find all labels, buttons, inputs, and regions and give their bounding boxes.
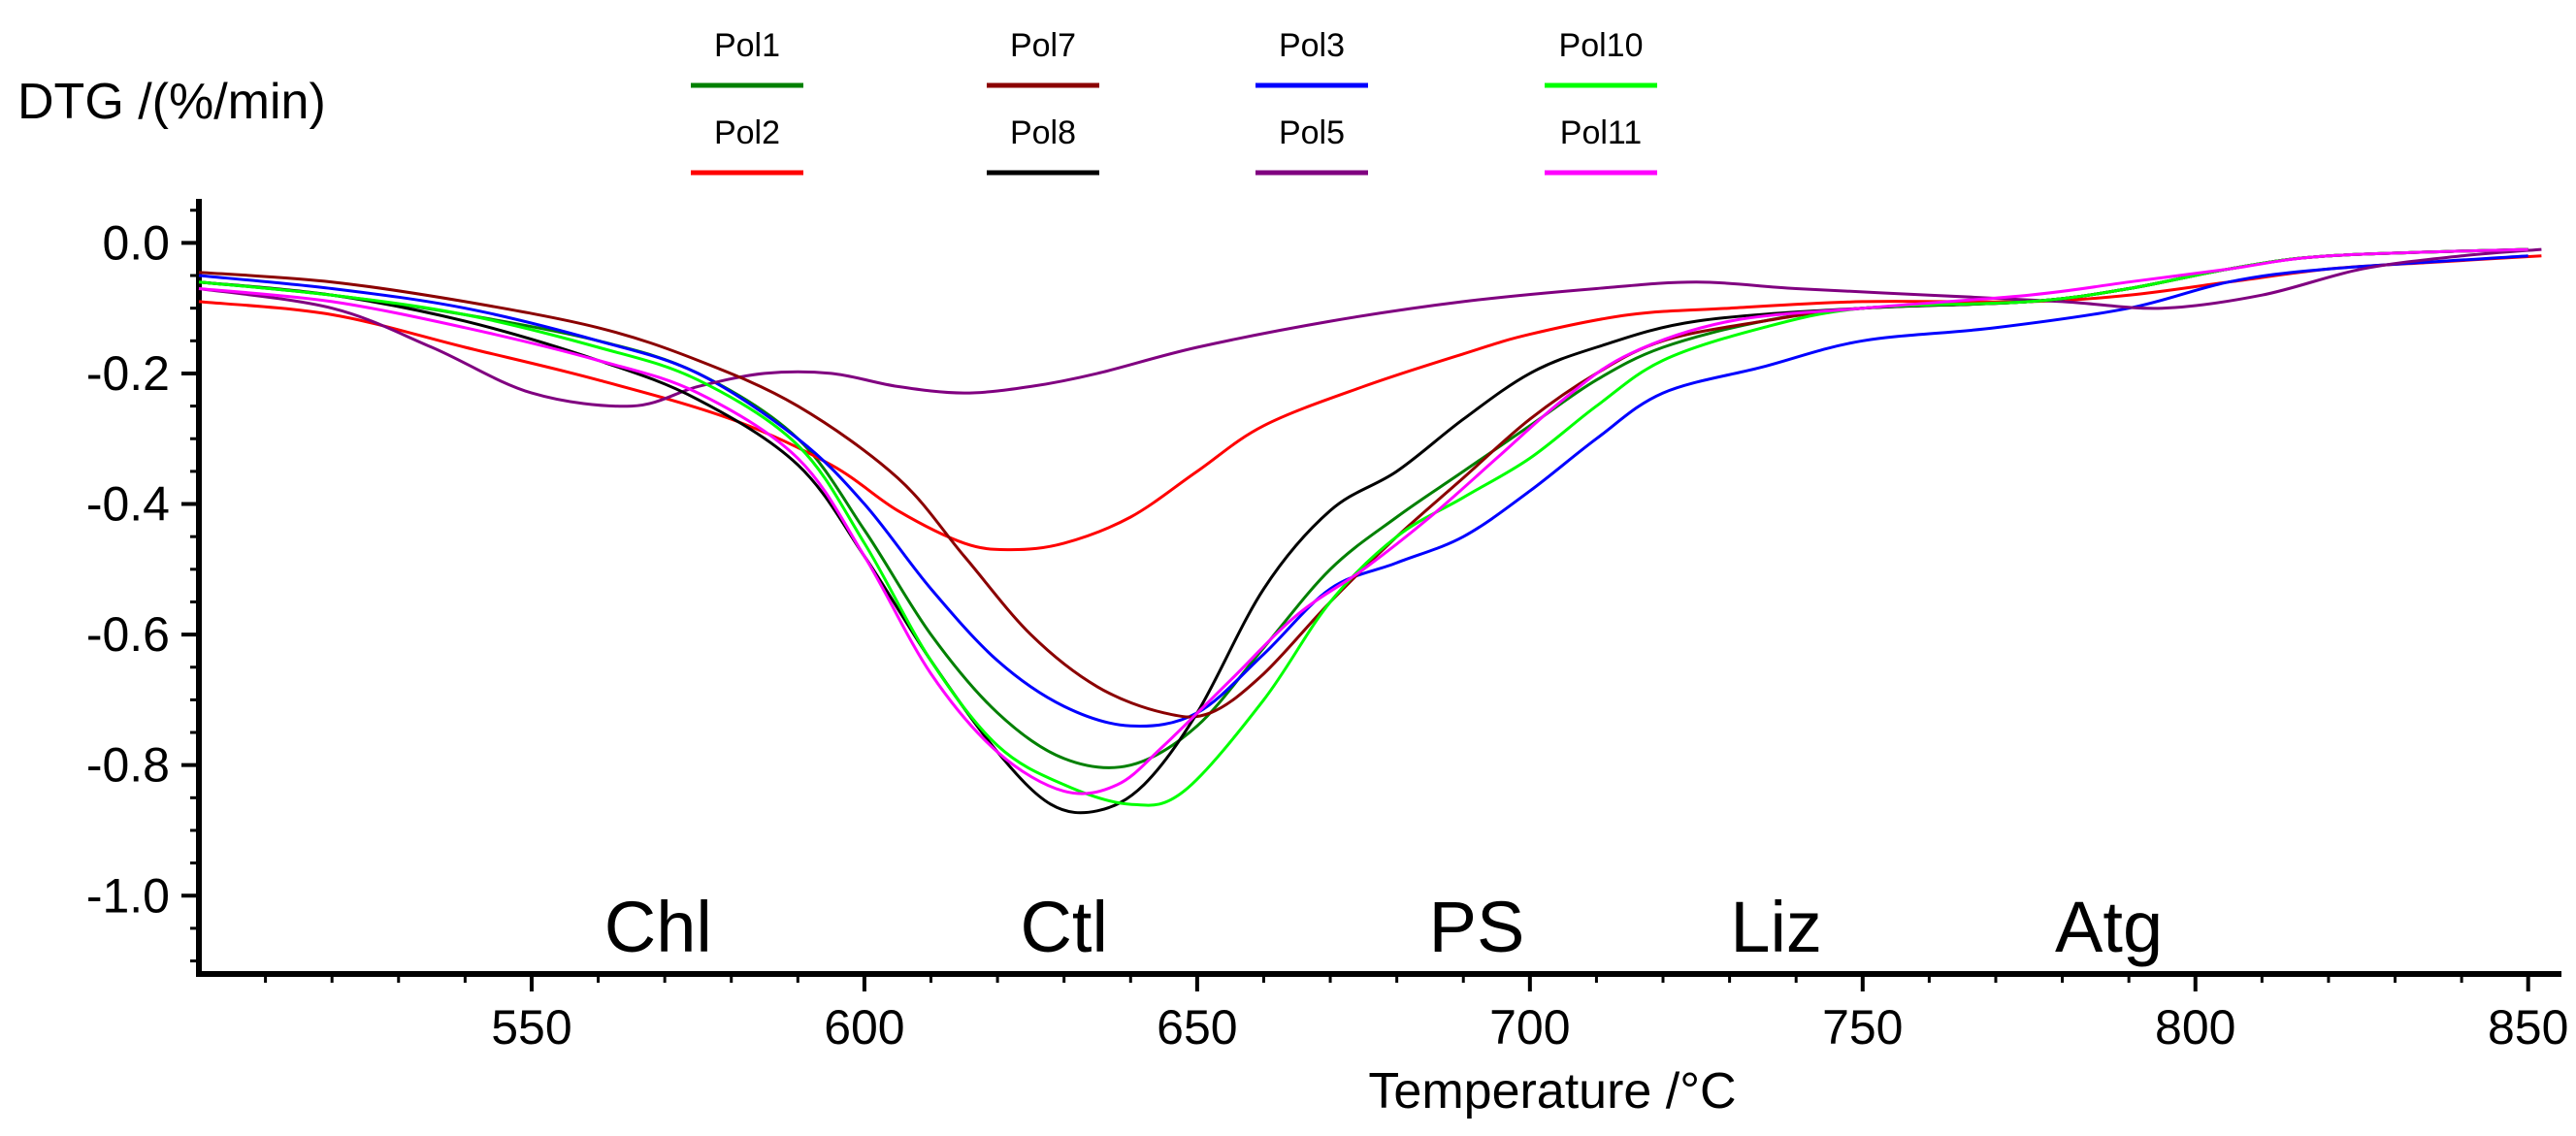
- x-axis-label: Temperature /°C: [1368, 1063, 1736, 1120]
- legend-label-pol2: Pol2: [714, 114, 780, 151]
- y-axis-label: DTG /(%/min): [17, 74, 326, 130]
- x-tick-label-4: 750: [1822, 1000, 1903, 1055]
- x-tick-label-5: 800: [2155, 1000, 2235, 1055]
- legend-label-pol11: Pol11: [1560, 114, 1642, 151]
- x-tick-label-3: 700: [1489, 1000, 1570, 1055]
- legend-label-pol10: Pol10: [1559, 27, 1644, 64]
- phase-annotations: Chl Ctl PS Liz Atg: [604, 887, 2163, 967]
- series-line-pol10: [198, 247, 2528, 807]
- y-tick-label-4: -0.8: [86, 738, 170, 793]
- x-tick-label-0: 550: [491, 1000, 571, 1055]
- series-lines: [198, 247, 2542, 815]
- legend-label-pol7: Pol7: [1010, 27, 1076, 64]
- y-tick-label-2: -0.4: [86, 477, 170, 532]
- legend-label-pol3: Pol3: [1279, 27, 1345, 64]
- y-tick-label-5: -1.0: [86, 868, 170, 923]
- annotation-atg: Atg: [2055, 887, 2163, 967]
- annotation-liz: Liz: [1730, 887, 1822, 967]
- annotation-ps: PS: [1429, 887, 1525, 967]
- x-tick-label-2: 650: [1157, 1000, 1237, 1055]
- legend-label-pol8: Pol8: [1010, 114, 1076, 151]
- annotation-chl: Chl: [604, 887, 712, 967]
- y-tick-label-1: -0.2: [86, 346, 170, 401]
- legend-label-pol5: Pol5: [1279, 114, 1345, 151]
- axes: 0.0 -0.2 -0.4 -0.6 -0.8 -1.0 550 600 650 700 750 80…: [86, 199, 2568, 1055]
- legend: Pol1 Pol2 Pol3 Pol5 Pol7 Pol8 Pol10 Pol11: [691, 27, 1657, 176]
- series-line-pol11: [198, 247, 2528, 795]
- x-tick-label-1: 600: [824, 1000, 904, 1055]
- legend-label-pol1: Pol1: [714, 27, 780, 64]
- series-line-pol2: [198, 254, 2542, 552]
- y-tick-label-0: 0.0: [102, 215, 170, 270]
- annotation-ctl: Ctl: [1020, 887, 1107, 967]
- series-line-pol7: [198, 247, 2528, 719]
- series-line-pol5: [198, 247, 2542, 408]
- series-line-pol3: [198, 254, 2528, 729]
- y-tick-label-3: -0.6: [86, 607, 170, 662]
- x-tick-label-6: 850: [2488, 1000, 2568, 1055]
